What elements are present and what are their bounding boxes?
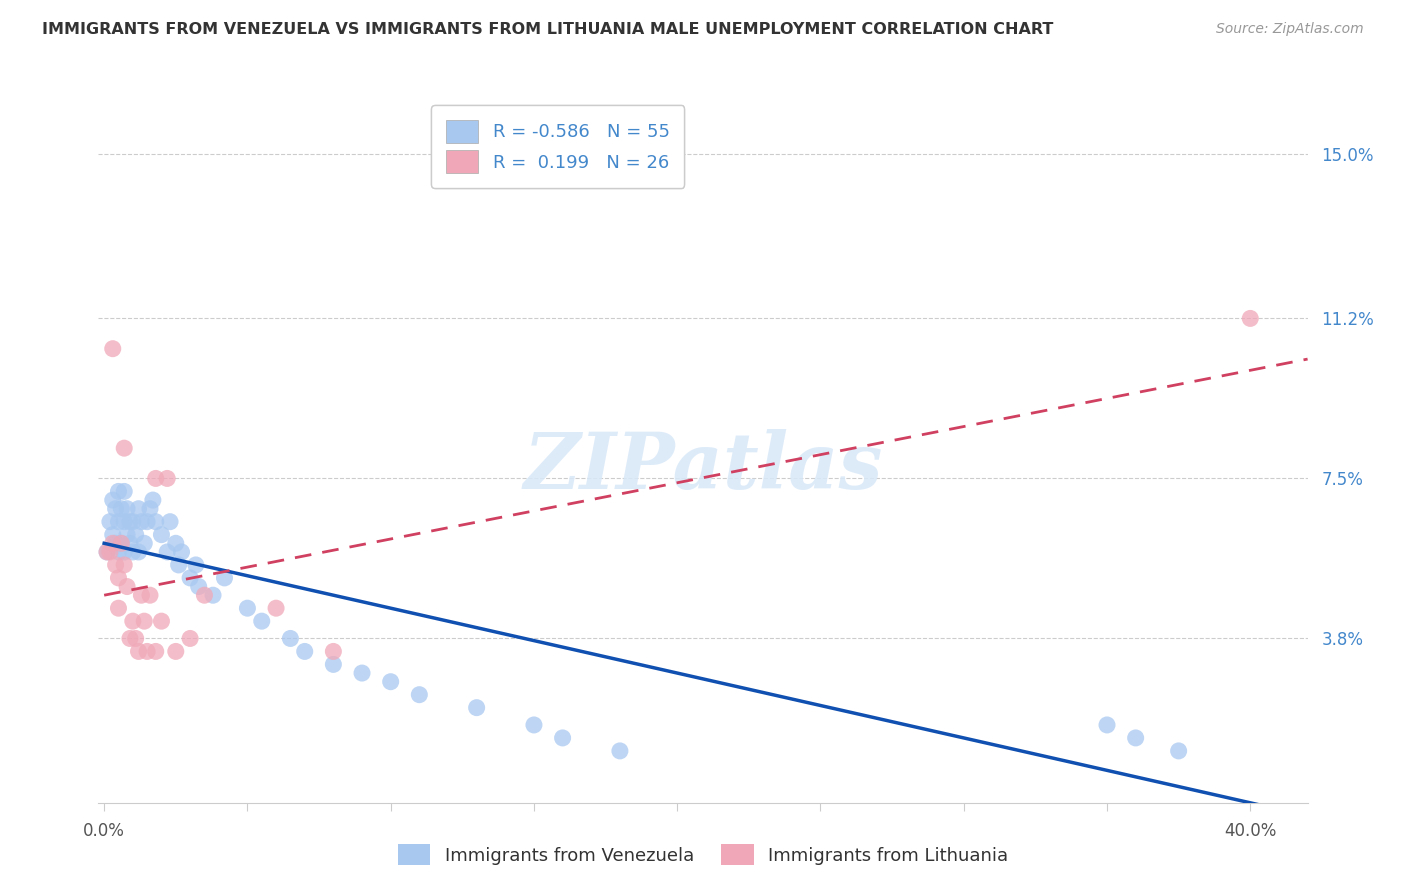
Point: [184, 558, 207, 572]
Point: [121, 614, 143, 628]
Point: [128, 501, 150, 516]
Point: [165, 644, 187, 658]
Point: [167, 558, 190, 572]
Point: [107, 601, 129, 615]
Point: [110, 536, 132, 550]
Point: [107, 515, 129, 529]
Text: ZIPatlas: ZIPatlas: [523, 429, 883, 506]
Point: [118, 515, 141, 529]
Point: [294, 644, 316, 658]
Point: [115, 501, 138, 516]
Point: [1239, 311, 1261, 326]
Point: [134, 614, 156, 628]
Point: [159, 515, 181, 529]
Point: [150, 614, 173, 628]
Point: [107, 484, 129, 499]
Point: [115, 527, 138, 541]
Point: [139, 588, 162, 602]
Text: Source: ZipAtlas.com: Source: ZipAtlas.com: [1216, 22, 1364, 37]
Point: [124, 632, 146, 646]
Point: [264, 601, 287, 615]
Point: [142, 493, 165, 508]
Point: [170, 545, 193, 559]
Point: [121, 515, 143, 529]
Point: [1167, 744, 1189, 758]
Point: [101, 527, 124, 541]
Point: [136, 644, 159, 658]
Point: [131, 588, 153, 602]
Point: [101, 493, 124, 508]
Point: [112, 545, 135, 559]
Point: [98, 545, 121, 559]
Point: [115, 580, 138, 594]
Point: [322, 657, 344, 672]
Point: [187, 580, 209, 594]
Point: [408, 688, 430, 702]
Point: [101, 342, 124, 356]
Point: [609, 744, 631, 758]
Point: [250, 614, 273, 628]
Point: [145, 515, 167, 529]
Point: [96, 545, 118, 559]
Point: [134, 536, 156, 550]
Point: [104, 536, 127, 550]
Point: [350, 666, 373, 681]
Point: [202, 588, 225, 602]
Point: [179, 571, 201, 585]
Point: [179, 632, 201, 646]
Point: [128, 545, 150, 559]
Point: [193, 588, 215, 602]
Point: [322, 644, 344, 658]
Point: [1125, 731, 1147, 745]
Point: [165, 536, 187, 550]
Point: [1095, 718, 1118, 732]
Point: [110, 536, 132, 550]
Legend: Immigrants from Venezuela, Immigrants from Lithuania: Immigrants from Venezuela, Immigrants fr…: [389, 835, 1017, 874]
Point: [139, 501, 162, 516]
Point: [112, 441, 135, 455]
Point: [112, 515, 135, 529]
Point: [145, 471, 167, 485]
Point: [551, 731, 574, 745]
Point: [523, 718, 546, 732]
Point: [104, 558, 127, 572]
Point: [150, 527, 173, 541]
Point: [136, 515, 159, 529]
Point: [131, 515, 153, 529]
Point: [104, 501, 127, 516]
Point: [380, 674, 402, 689]
Point: [214, 571, 236, 585]
Legend: R = -0.586   N = 55, R =  0.199   N = 26: R = -0.586 N = 55, R = 0.199 N = 26: [432, 105, 685, 188]
Point: [145, 644, 167, 658]
Point: [110, 501, 132, 516]
Point: [118, 632, 141, 646]
Point: [112, 484, 135, 499]
Text: IMMIGRANTS FROM VENEZUELA VS IMMIGRANTS FROM LITHUANIA MALE UNEMPLOYMENT CORRELA: IMMIGRANTS FROM VENEZUELA VS IMMIGRANTS …: [42, 22, 1053, 37]
Point: [236, 601, 259, 615]
Point: [101, 536, 124, 550]
Point: [118, 536, 141, 550]
Point: [124, 527, 146, 541]
Point: [280, 632, 302, 646]
Point: [128, 644, 150, 658]
Point: [156, 545, 179, 559]
Point: [96, 545, 118, 559]
Point: [107, 545, 129, 559]
Point: [156, 471, 179, 485]
Point: [121, 545, 143, 559]
Point: [98, 515, 121, 529]
Point: [112, 558, 135, 572]
Point: [465, 700, 488, 714]
Point: [107, 571, 129, 585]
